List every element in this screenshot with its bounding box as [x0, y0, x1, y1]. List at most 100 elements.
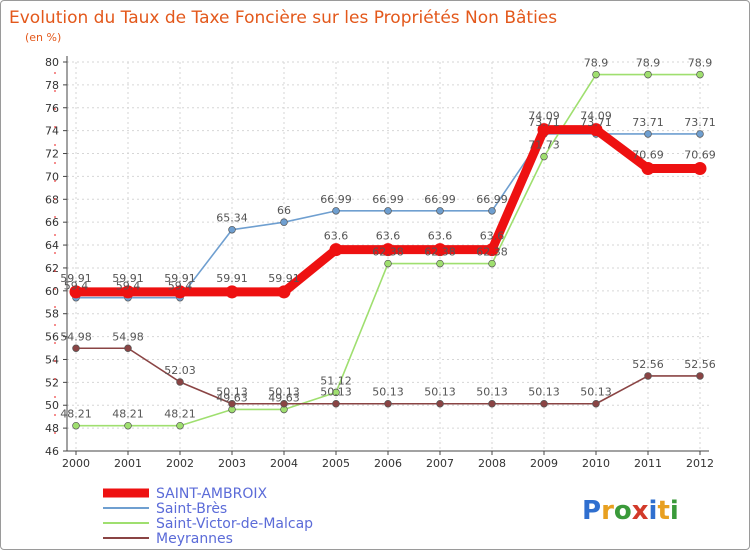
point-saint-victor-de-malcap-2009 [540, 152, 548, 161]
y-tick-label-72: 72 [45, 148, 59, 161]
y-tick-label-62: 62 [45, 262, 59, 275]
data-label-saint-victor-de-malcap-2009: 71.73 [528, 139, 560, 152]
point-saint-victor-de-malcap-2007 [436, 259, 444, 268]
x-tick-label-2004: 2004 [270, 457, 298, 470]
point-saint-ambroix-2009 [537, 123, 551, 137]
point-saint-victor-de-malcap-2011 [644, 70, 652, 79]
x-tick-label-2012: 2012 [686, 457, 714, 470]
data-label-saint-br-s-2008: 66.99 [476, 193, 508, 206]
point-saint-ambroix-2011 [641, 162, 655, 176]
x-tick-label-2010: 2010 [582, 457, 610, 470]
point-saint-victor-de-malcap-2012 [696, 70, 704, 79]
point-meyrannes-2010 [592, 399, 600, 408]
y-tick-label-60: 60 [45, 285, 59, 298]
logo-letter: i [649, 496, 658, 526]
y-tick-label-78: 78 [45, 79, 59, 92]
point-saint-victor-de-malcap-2010 [592, 70, 600, 79]
logo-letter: P [582, 496, 601, 526]
point-meyrannes-2000 [72, 344, 80, 353]
data-label-saint-victor-de-malcap-2000: 48.21 [60, 408, 92, 421]
data-label-meyrannes-2010: 50.13 [580, 386, 612, 399]
data-label-saint-victor-de-malcap-2010: 78.9 [584, 57, 609, 70]
point-saint-ambroix-2008 [485, 243, 499, 257]
data-label-saint-victor-de-malcap-2005: 51.12 [320, 374, 352, 387]
data-label-meyrannes-2007: 50.13 [424, 386, 456, 399]
point-saint-ambroix-2007 [433, 243, 447, 257]
series-saint-ambroix [69, 123, 707, 299]
point-meyrannes-2006 [384, 399, 392, 408]
data-label-saint-br-s-2005: 66.99 [320, 193, 352, 206]
point-saint-victor-de-malcap-2005 [332, 388, 340, 397]
legend: SAINT-AMBROIXSaint-BrèsSaint-Victor-de-M… [103, 486, 313, 547]
logo-letter: t [657, 496, 669, 526]
point-saint-victor-de-malcap-2002 [176, 421, 184, 430]
x-tick-label-2007: 2007 [426, 457, 454, 470]
point-saint-br-s-2008 [488, 207, 496, 215]
series [69, 70, 707, 430]
y-axis-unit-label: (en %) [25, 31, 61, 44]
data-label-saint-victor-de-malcap-2002: 48.21 [164, 408, 196, 421]
point-saint-ambroix-2000 [69, 285, 83, 299]
point-saint-ambroix-2005 [329, 243, 343, 257]
logo-letter: o [614, 496, 632, 526]
point-meyrannes-2001 [124, 344, 132, 353]
x-tick-label-2008: 2008 [478, 457, 506, 470]
point-saint-br-s-2011 [644, 130, 652, 138]
chart-title: Evolution du Taux de Taxe Foncière sur l… [9, 8, 557, 28]
data-label-saint-ambroix-2005: 63.6 [324, 230, 349, 243]
data-label-saint-victor-de-malcap-2012: 78.9 [688, 57, 713, 70]
data-label-saint-ambroix-2003: 59.91 [216, 272, 248, 285]
data-label-meyrannes-2012: 52.56 [684, 358, 716, 371]
data-label-meyrannes-2003: 50.13 [216, 386, 248, 399]
point-saint-victor-de-malcap-2006 [384, 259, 392, 268]
y-tick-label-50: 50 [45, 399, 59, 412]
point-meyrannes-2003 [228, 399, 236, 408]
grid [67, 61, 709, 452]
data-label-meyrannes-2002: 52.03 [164, 364, 196, 377]
data-label-saint-br-s-2000: 59.4 [64, 280, 89, 293]
data-label-saint-ambroix-2007: 63.6 [428, 230, 453, 243]
y-tick-label-58: 58 [45, 308, 59, 321]
data-label-meyrannes-2000: 54.98 [60, 330, 92, 343]
data-label-saint-victor-de-malcap-2004: 49.63 [268, 391, 300, 404]
logo-letter: x [632, 496, 649, 526]
y-tick-label-54: 54 [45, 353, 59, 366]
data-label-saint-ambroix-2006: 63.6 [376, 230, 401, 243]
y-tick-label-66: 66 [45, 216, 59, 229]
data-label-saint-ambroix-2001: 59.91 [112, 272, 144, 285]
data-label-saint-br-s-2009: 73.71 [528, 116, 560, 129]
point-saint-br-s-2006 [384, 207, 392, 215]
legend-label-saint-ambroix: SAINT-AMBROIX [156, 486, 267, 502]
series-saint-victor-de-malcap [72, 70, 704, 430]
x-tick-label-2005: 2005 [322, 457, 350, 470]
point-saint-ambroix-2012 [693, 162, 707, 176]
x-tick-label-2003: 2003 [218, 457, 246, 470]
y-tick-label-48: 48 [45, 422, 59, 435]
y-tick-label-80: 80 [45, 56, 59, 69]
data-label-saint-victor-de-malcap-2007: 62.38 [424, 246, 456, 259]
data-label-saint-br-s-2003: 65.34 [216, 212, 248, 225]
logo-text: Proxiti [582, 496, 679, 526]
series-meyrannes [72, 344, 704, 408]
data-label-meyrannes-2004: 50.13 [268, 386, 300, 399]
y-tick-label-70: 70 [45, 170, 59, 183]
point-saint-ambroix-2010 [589, 123, 603, 137]
data-label-saint-ambroix-2004: 59.91 [268, 272, 300, 285]
point-saint-victor-de-malcap-2008 [488, 259, 496, 268]
y-tick-label-64: 64 [45, 239, 59, 252]
proxiti-logo: Proxiti [582, 496, 679, 526]
point-saint-ambroix-2003 [225, 285, 239, 299]
legend-label-saint-victor-de-malcap: Saint-Victor-de-Malcap [156, 516, 313, 532]
data-label-saint-ambroix-2008: 63.6 [480, 230, 505, 243]
data-label-meyrannes-2008: 50.13 [476, 386, 508, 399]
point-saint-br-s-2003 [228, 225, 236, 234]
data-label-saint-br-s-2002: 59.4 [168, 280, 193, 293]
point-saint-victor-de-malcap-2000 [72, 421, 80, 430]
point-meyrannes-2005 [332, 399, 340, 408]
data-label-saint-br-s-2011: 73.71 [632, 116, 664, 129]
x-tick-label-2011: 2011 [634, 457, 662, 470]
x-tick-label-2006: 2006 [374, 457, 402, 470]
data-label-saint-victor-de-malcap-2001: 48.21 [112, 408, 144, 421]
y-tick-label-56: 56 [45, 331, 59, 344]
